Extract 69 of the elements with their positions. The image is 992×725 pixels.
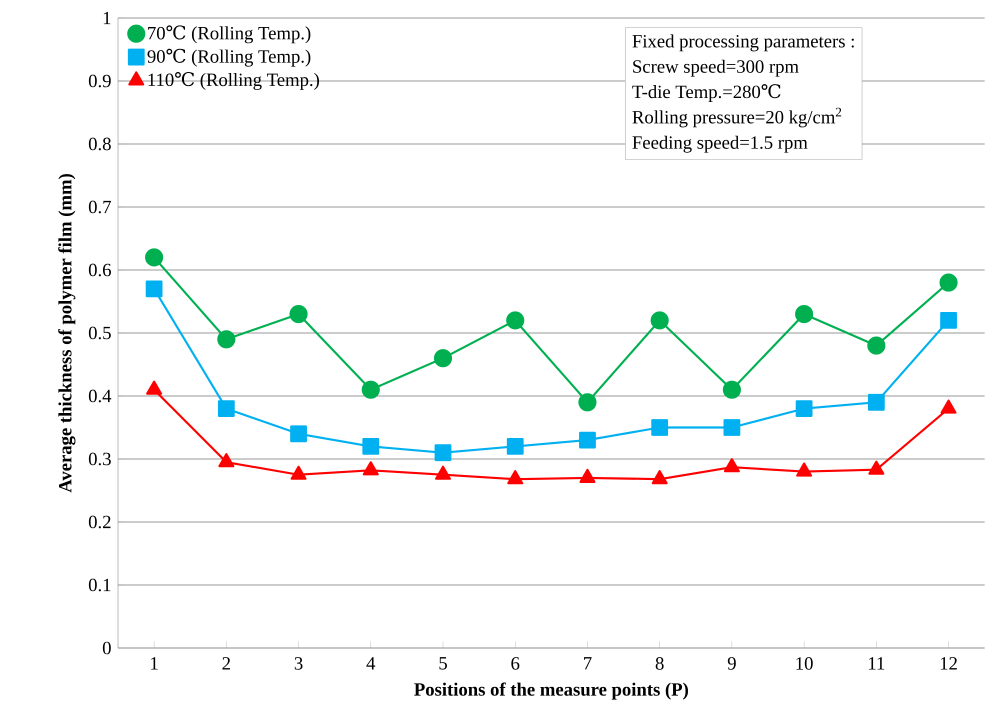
x-tick-label: 3 xyxy=(294,657,303,670)
point xyxy=(652,470,668,484)
x-tick-label: 5 xyxy=(439,657,447,670)
point xyxy=(867,336,886,355)
x-tick-label: 11 xyxy=(868,657,884,670)
point xyxy=(796,462,812,477)
y-tick-label: 0.1 xyxy=(88,578,110,592)
point xyxy=(651,419,668,436)
point xyxy=(796,400,813,418)
point xyxy=(435,466,451,480)
y-tick-label: 0.8 xyxy=(88,138,111,150)
point xyxy=(290,466,307,480)
point xyxy=(722,380,741,399)
x-tick-label: 8 xyxy=(656,657,664,670)
point xyxy=(940,400,957,414)
x-axis-title: Positions of the measure points (P) xyxy=(414,682,688,700)
point xyxy=(507,470,524,484)
point xyxy=(579,432,596,448)
point xyxy=(723,419,740,436)
annotation: T-die Temp.=280℃ xyxy=(632,84,781,102)
y-tick-label: 0.7 xyxy=(88,200,111,214)
point xyxy=(939,274,958,292)
point xyxy=(146,280,163,298)
point xyxy=(868,460,884,475)
x-tick-label: 1 xyxy=(151,657,158,670)
point xyxy=(434,444,452,462)
y-tick-label: 0.2 xyxy=(88,516,110,528)
y-tick-label: 0 xyxy=(102,642,111,654)
x-tick-label: 7 xyxy=(584,657,592,670)
point xyxy=(506,438,524,455)
point xyxy=(795,305,814,324)
point xyxy=(578,393,597,412)
annotation: Fixed processing parameters : xyxy=(632,34,854,52)
point xyxy=(434,349,452,368)
y-axis-title: Average thickness of polymer film (mm) xyxy=(58,174,76,493)
point xyxy=(506,311,524,330)
x-tick-label: 9 xyxy=(728,657,736,670)
point xyxy=(579,468,596,483)
point xyxy=(724,458,740,472)
annotation: Rolling pressure=20 kg/cm$^{2}$ xyxy=(632,108,842,128)
y-tick-label: 0.4 xyxy=(88,390,112,402)
legend-label: 70℃ (Rolling Temp.) xyxy=(148,25,310,44)
legend-label: 90℃ (Rolling Temp.) xyxy=(148,48,310,67)
legend-label: 110℃ (Rolling Temp.) xyxy=(148,72,320,90)
point xyxy=(362,438,380,455)
point xyxy=(146,380,162,395)
point xyxy=(218,400,235,418)
x-tick-label: 2 xyxy=(222,657,230,670)
point xyxy=(650,311,669,330)
point xyxy=(362,461,379,476)
x-tick-label: 6 xyxy=(511,657,520,670)
point xyxy=(217,330,236,348)
annotation: Feeding speed=1.5 rpm xyxy=(632,136,808,153)
annotation: Screw speed=300 rpm xyxy=(633,60,799,77)
point xyxy=(145,248,164,266)
point xyxy=(362,380,380,399)
y-tick-label: 0.9 xyxy=(88,74,111,88)
x-tick-label: 10 xyxy=(796,657,813,670)
point xyxy=(940,312,957,329)
point xyxy=(290,425,307,442)
y-tick-label: 0.6 xyxy=(88,264,111,276)
x-tick-label: 12 xyxy=(940,657,957,670)
point xyxy=(289,305,308,324)
y-tick-label: 0.3 xyxy=(88,452,111,466)
point xyxy=(868,394,885,411)
x-tick-label: 4 xyxy=(366,657,376,670)
y-tick-label: 1 xyxy=(104,12,110,24)
point xyxy=(218,453,234,468)
y-tick-label: 0.5 xyxy=(88,326,111,340)
